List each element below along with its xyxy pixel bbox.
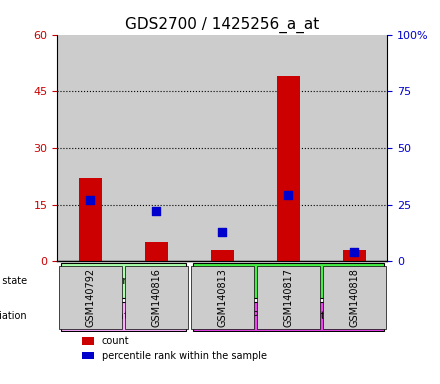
Bar bbox=[189, 35, 255, 261]
Text: GSM140818: GSM140818 bbox=[349, 268, 359, 327]
Text: GSM140817: GSM140817 bbox=[283, 268, 293, 327]
FancyBboxPatch shape bbox=[257, 266, 320, 329]
FancyBboxPatch shape bbox=[191, 266, 254, 329]
Text: disease state: disease state bbox=[0, 276, 27, 286]
FancyBboxPatch shape bbox=[125, 266, 188, 329]
Title: GDS2700 / 1425256_a_at: GDS2700 / 1425256_a_at bbox=[125, 17, 319, 33]
Text: GSM140813: GSM140813 bbox=[217, 268, 227, 327]
Point bbox=[219, 228, 226, 235]
Point bbox=[285, 192, 292, 199]
FancyBboxPatch shape bbox=[59, 266, 122, 329]
Legend: count, percentile rank within the sample: count, percentile rank within the sample bbox=[79, 332, 271, 365]
Text: normal: normal bbox=[104, 276, 143, 286]
FancyBboxPatch shape bbox=[193, 263, 384, 298]
Bar bbox=[211, 250, 234, 261]
Point bbox=[351, 249, 358, 255]
FancyBboxPatch shape bbox=[323, 266, 386, 329]
Text: control: control bbox=[104, 311, 143, 321]
Point bbox=[87, 197, 94, 203]
FancyBboxPatch shape bbox=[193, 302, 384, 331]
Bar bbox=[343, 250, 366, 261]
Bar bbox=[79, 178, 102, 261]
Text: PTEN mutant: PTEN mutant bbox=[252, 311, 325, 321]
Text: genotype/variation: genotype/variation bbox=[0, 311, 27, 321]
FancyBboxPatch shape bbox=[61, 263, 186, 298]
Text: GSM140816: GSM140816 bbox=[151, 268, 161, 327]
Point bbox=[153, 208, 160, 214]
FancyBboxPatch shape bbox=[61, 302, 186, 331]
Bar bbox=[145, 242, 168, 261]
Bar bbox=[277, 76, 300, 261]
Bar bbox=[255, 35, 321, 261]
Bar bbox=[57, 35, 123, 261]
Bar bbox=[321, 35, 387, 261]
Text: polyp: polyp bbox=[273, 276, 304, 286]
Text: GSM140792: GSM140792 bbox=[85, 268, 95, 327]
Bar bbox=[123, 35, 189, 261]
